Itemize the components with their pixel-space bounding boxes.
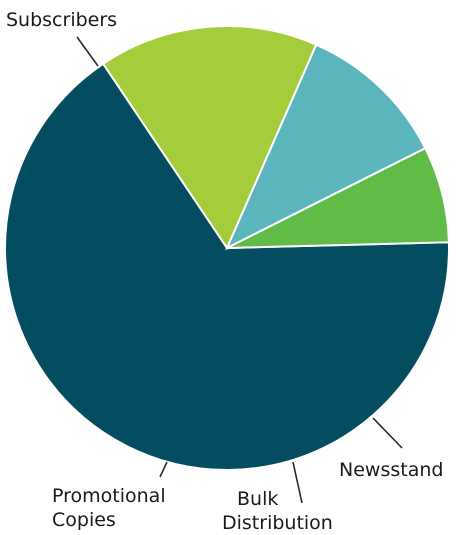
slice-label-newsstand: Newsstand: [339, 459, 443, 481]
pie-slice-bulk-distribution: [224, 43, 427, 251]
pie-slice-subscribers: [4, 62, 450, 472]
slice-label-promotional-copies-line-1: Promotional: [52, 485, 166, 507]
pie-slice-newsstand: [101, 25, 318, 251]
slice-label-bulk-distribution-line-1: Bulk: [237, 488, 278, 510]
leader-line-newsstand: [372, 417, 403, 449]
leader-line-bulk-distribution: [292, 461, 303, 504]
slice-label-promotional-copies-line-2: Copies: [52, 509, 116, 531]
leader-line-promotional-copies: [159, 461, 168, 478]
slice-label-bulk-distribution-line-2: Distribution: [222, 512, 333, 534]
pie-slice-promotional-copies: [226, 146, 450, 249]
slice-label-subscribers: Subscribers: [6, 9, 117, 31]
leader-line-subscribers: [76, 36, 99, 67]
